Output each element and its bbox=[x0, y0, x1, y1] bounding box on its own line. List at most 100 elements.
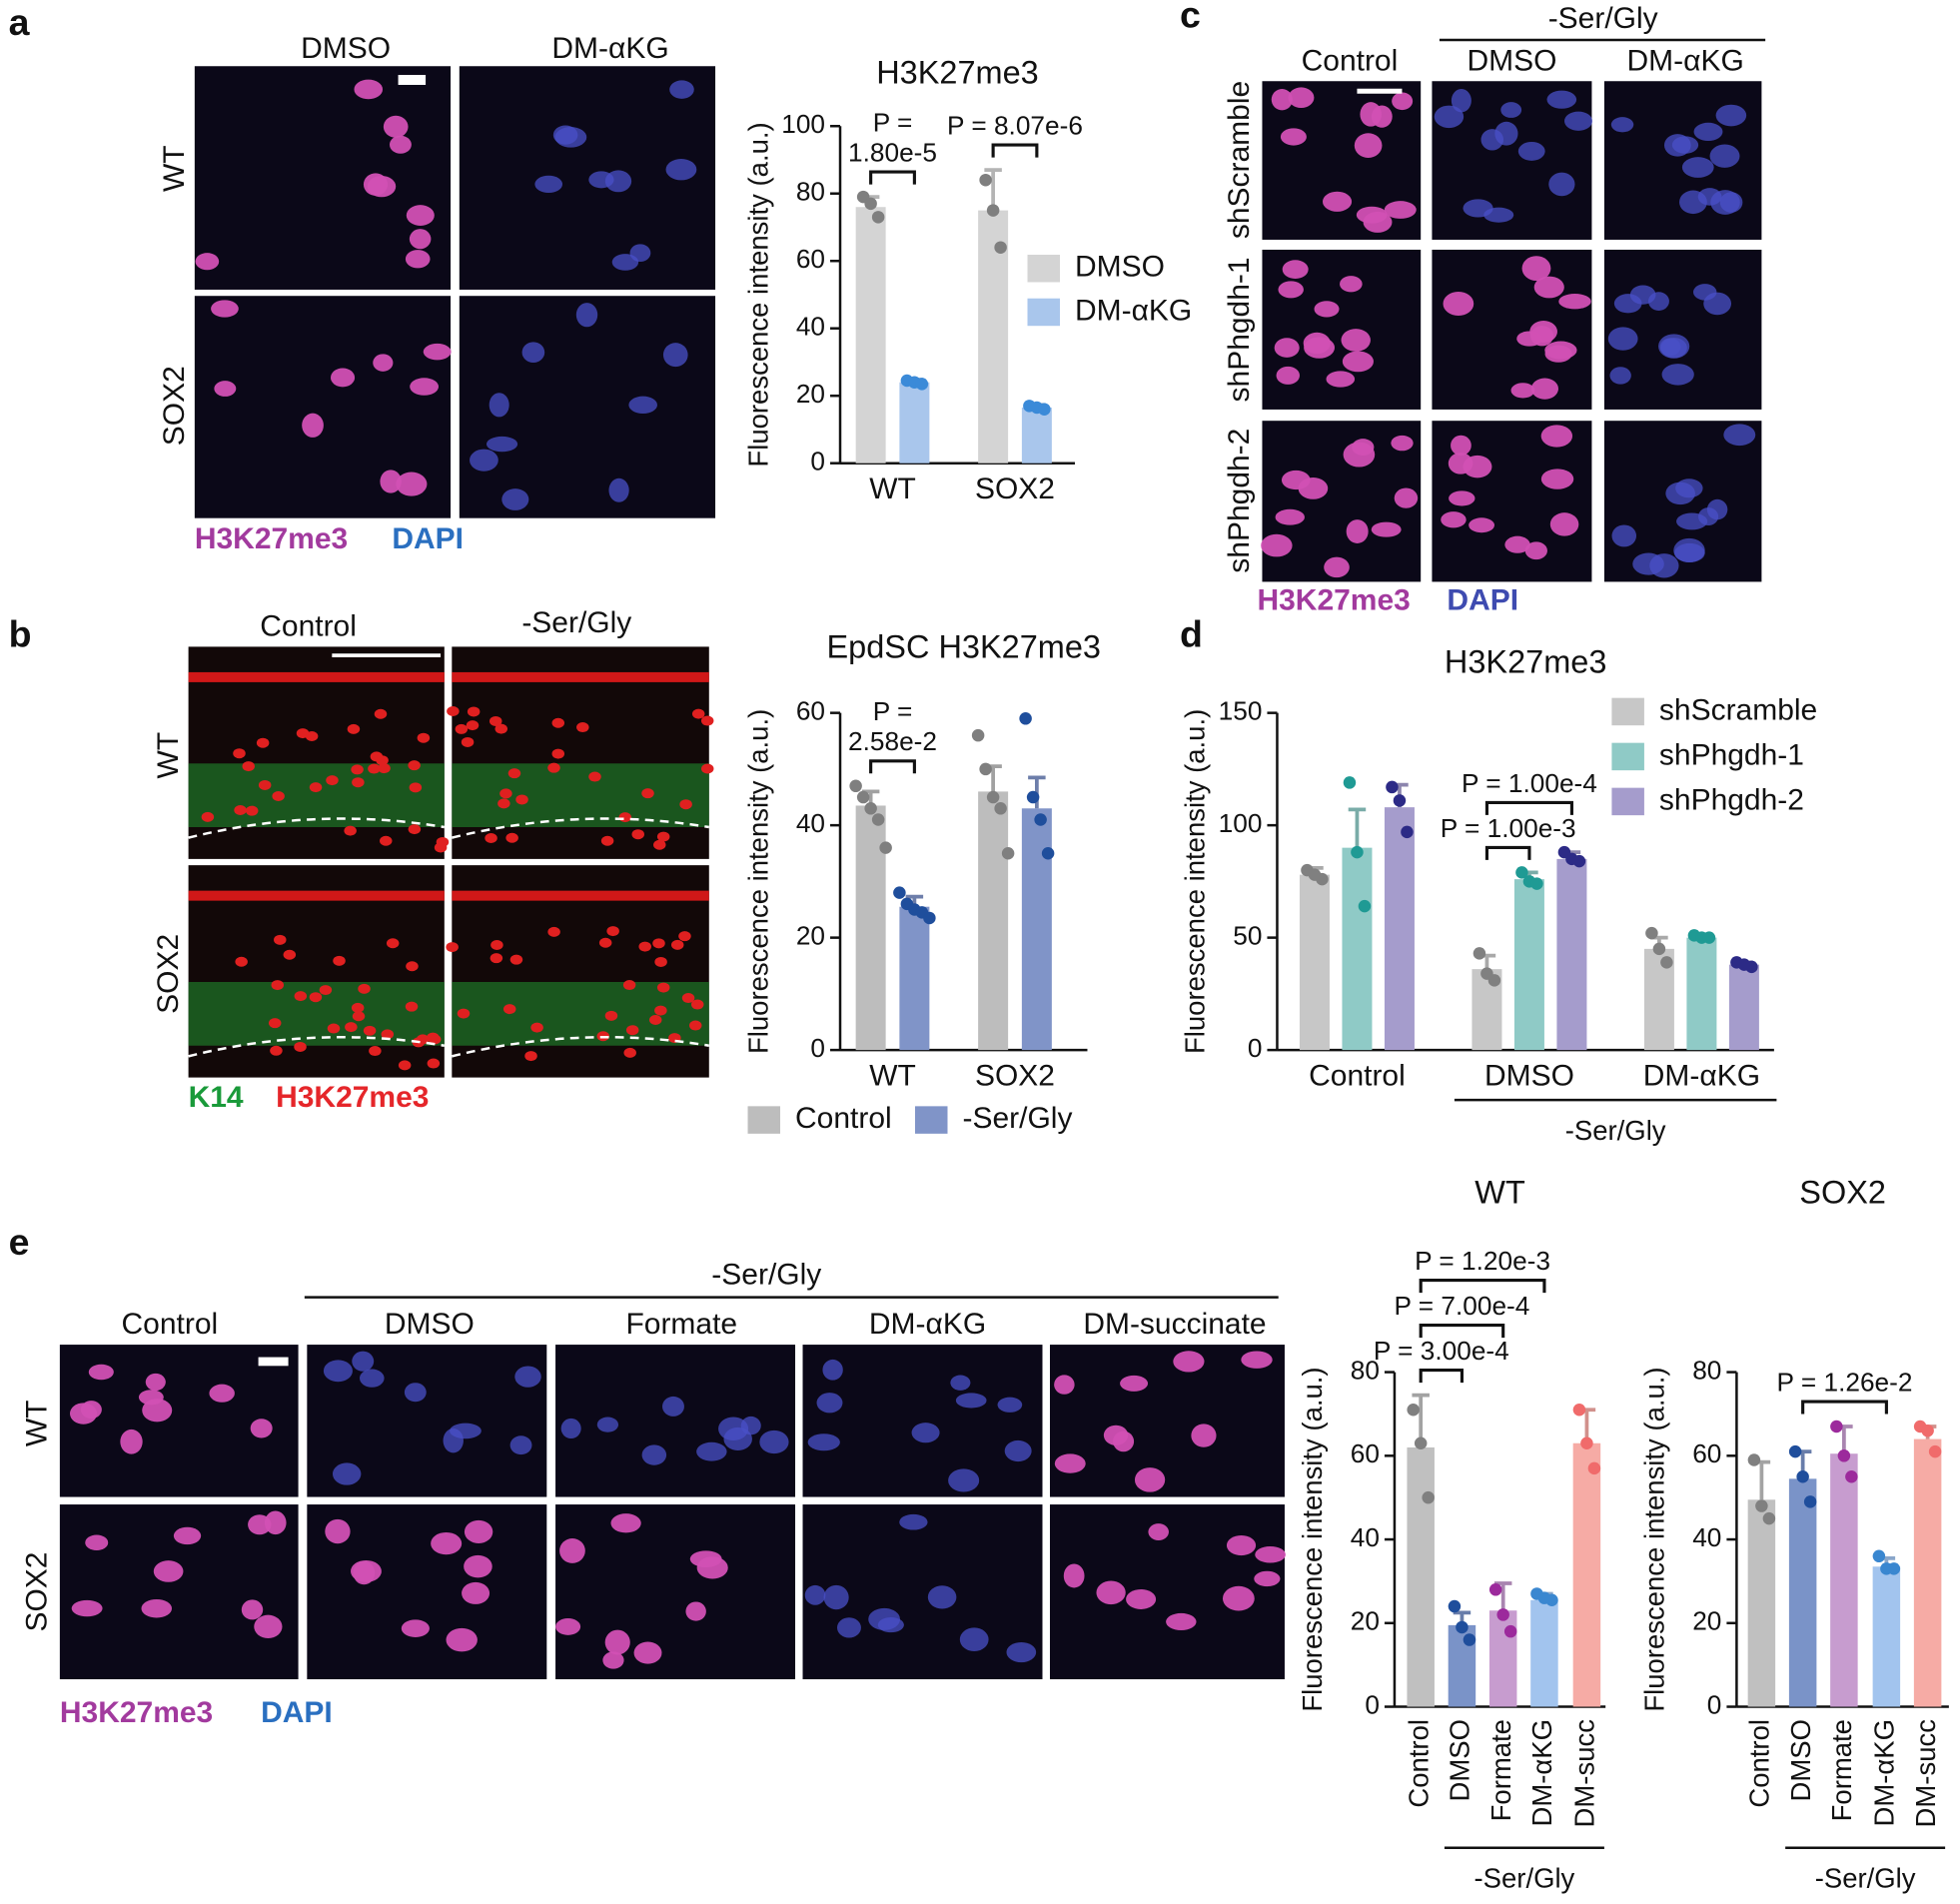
nucleus bbox=[455, 723, 469, 734]
nucleus bbox=[611, 254, 639, 271]
data-point bbox=[1422, 1490, 1435, 1504]
data-point bbox=[1448, 1599, 1462, 1613]
nucleus bbox=[602, 1651, 624, 1669]
data-point bbox=[1545, 1593, 1558, 1607]
x-tick-label: Control bbox=[1309, 1060, 1406, 1093]
x-tick-label: DMSO bbox=[1445, 1719, 1475, 1801]
data-point bbox=[994, 802, 1007, 815]
p-value: P = 1.20e-3 bbox=[1415, 1246, 1550, 1276]
nucleus bbox=[555, 1617, 581, 1635]
basement-line bbox=[452, 817, 709, 839]
nucleus bbox=[1548, 172, 1575, 197]
bar bbox=[1299, 874, 1330, 1051]
nucleus bbox=[1063, 1563, 1085, 1588]
nucleus bbox=[344, 825, 357, 836]
y-tick-label: 60 bbox=[796, 696, 825, 726]
data-point bbox=[864, 802, 877, 815]
nucleus bbox=[530, 1022, 543, 1033]
nucleus bbox=[294, 991, 308, 1002]
nucleus bbox=[662, 343, 688, 368]
p-value: P = 8.07e-6 bbox=[947, 111, 1083, 141]
x-tick-label: DM-αKG bbox=[1526, 1719, 1557, 1826]
y-tick-label: 80 bbox=[796, 177, 825, 207]
nucleus bbox=[610, 1513, 641, 1533]
bar bbox=[1686, 937, 1717, 1051]
nucleus bbox=[380, 835, 393, 846]
nucleus bbox=[681, 993, 695, 1004]
nucleus bbox=[1607, 327, 1638, 351]
y-axis-label: Fluorescence intensity (a.u.) bbox=[1297, 1367, 1328, 1711]
nucleus bbox=[368, 763, 381, 774]
nucleus bbox=[502, 1004, 516, 1015]
nucleus bbox=[1715, 104, 1747, 127]
legend-label: Control bbox=[795, 1102, 892, 1135]
nucleus bbox=[669, 80, 694, 99]
nucleus bbox=[409, 782, 423, 793]
chart-title: EpdSC H3K27me3 bbox=[827, 628, 1101, 664]
nucleus bbox=[467, 706, 481, 717]
nucleus bbox=[302, 413, 324, 438]
y-tick-label: 20 bbox=[1692, 1606, 1721, 1636]
nucleus bbox=[1314, 301, 1340, 318]
nucleus bbox=[173, 1526, 202, 1545]
data-point bbox=[1026, 790, 1040, 804]
nucleus bbox=[997, 1397, 1023, 1413]
nucleus bbox=[1451, 89, 1471, 113]
nucleus bbox=[1673, 537, 1705, 563]
stratum bbox=[452, 890, 709, 901]
nucleus bbox=[641, 1444, 667, 1465]
data-point bbox=[871, 813, 885, 826]
bar bbox=[1747, 1499, 1776, 1707]
nucleus bbox=[521, 342, 545, 364]
nucleus bbox=[598, 937, 612, 948]
nucleus bbox=[1463, 199, 1493, 218]
nucleus bbox=[489, 393, 509, 418]
nucleus bbox=[464, 1554, 492, 1578]
nucleus bbox=[868, 1607, 901, 1630]
column-label: -Ser/Gly bbox=[521, 606, 631, 639]
group-label: -Ser/Gly bbox=[711, 1258, 821, 1291]
nucleus bbox=[507, 768, 521, 779]
nucleus bbox=[1354, 133, 1383, 158]
nucleus bbox=[380, 470, 402, 493]
data-point bbox=[1845, 1469, 1858, 1483]
data-point bbox=[1796, 1469, 1809, 1483]
nucleus bbox=[319, 985, 333, 996]
stain-label: H3K27me3 bbox=[276, 1081, 429, 1114]
nucleus bbox=[1148, 1523, 1169, 1540]
nucleus bbox=[1371, 521, 1402, 537]
nucleus bbox=[1504, 535, 1530, 553]
data-point bbox=[915, 378, 929, 391]
nucleus bbox=[576, 722, 589, 733]
stratum bbox=[452, 671, 709, 682]
row-label: SOX2 bbox=[158, 366, 191, 446]
nucleus bbox=[1533, 276, 1564, 299]
micrograph bbox=[194, 66, 452, 290]
nucleus bbox=[447, 706, 460, 717]
nucleus bbox=[608, 477, 629, 502]
significance-bracket bbox=[869, 759, 916, 774]
nucleus bbox=[1709, 144, 1740, 168]
nucleus bbox=[501, 488, 529, 510]
nucleus bbox=[410, 378, 440, 396]
nucleus bbox=[514, 1366, 541, 1388]
nucleus bbox=[665, 159, 697, 181]
bar bbox=[1572, 1442, 1601, 1707]
nucleus bbox=[509, 954, 523, 965]
y-tick-label: 0 bbox=[810, 1033, 825, 1063]
scale-bar bbox=[398, 74, 427, 85]
nucleus bbox=[623, 1047, 636, 1058]
nucleus bbox=[662, 1396, 684, 1417]
nucleus bbox=[283, 949, 297, 960]
nucleus bbox=[1530, 378, 1558, 400]
panel-label: a bbox=[9, 1, 31, 43]
nucleus bbox=[270, 1045, 283, 1056]
nucleus bbox=[1288, 87, 1315, 109]
bar bbox=[855, 207, 886, 464]
y-axis-label: Fluorescence intensity (a.u.) bbox=[742, 709, 773, 1054]
panel-label: c bbox=[1180, 0, 1201, 35]
stratum bbox=[188, 890, 445, 901]
data-point bbox=[923, 911, 936, 925]
nucleus bbox=[1103, 1425, 1129, 1445]
